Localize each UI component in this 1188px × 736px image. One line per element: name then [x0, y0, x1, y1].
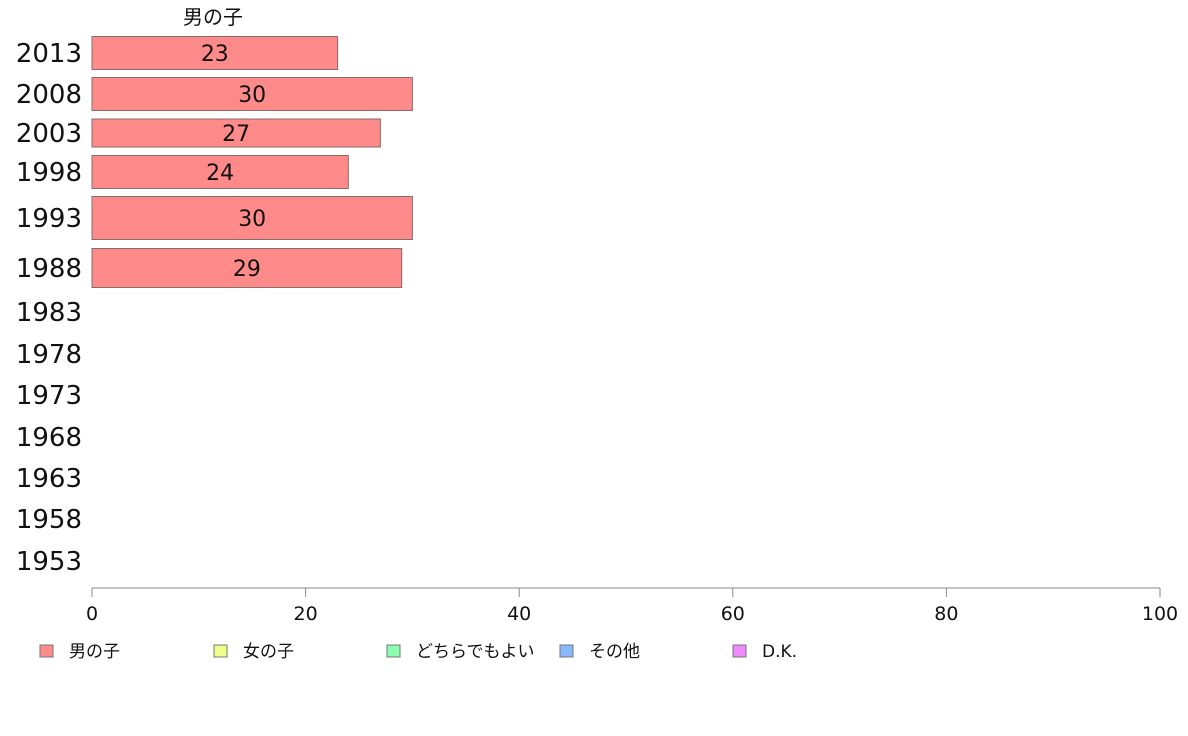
y-tick-label: 1988: [16, 254, 82, 284]
bar-value-label: 30: [238, 83, 266, 108]
series-title: 男の子: [183, 5, 243, 29]
legend-swatch: [39, 644, 54, 658]
x-tick-label: 100: [1142, 603, 1178, 625]
y-tick-label: 1973: [16, 381, 82, 411]
legend-label: D.K.: [762, 642, 797, 662]
y-tick-label: 2013: [16, 39, 82, 69]
legend-swatch: [386, 644, 401, 658]
legend-label: 男の子: [69, 642, 120, 662]
y-tick-label: 2003: [16, 119, 82, 149]
bar: [91, 155, 349, 189]
y-tick-label: 1953: [16, 547, 82, 577]
bar: [91, 77, 413, 111]
y-tick-label: 1963: [16, 464, 82, 494]
y-tick-label: 1993: [16, 204, 82, 234]
bar-value-label: 27: [222, 122, 250, 147]
y-axis-labels: 2013 2008 2003 1998 1993 1988 1983 1978 1973 1968…: [16, 39, 82, 577]
bar: [91, 196, 413, 240]
legend: 男の子 女の子 どちらでもよい その他 D.K.: [39, 642, 797, 662]
bar-value-label: 29: [233, 257, 261, 282]
legend-label: その他: [589, 642, 640, 662]
x-tick-label: 0: [86, 603, 98, 625]
x-axis: 0 20 40 60 80 100: [86, 587, 1178, 625]
x-tick-label: 20: [294, 603, 318, 625]
y-tick-label: 1983: [16, 298, 82, 328]
legend-label: どちらでもよい: [416, 642, 535, 662]
legend-swatch: [213, 644, 228, 658]
legend-label: 女の子: [243, 642, 294, 662]
y-tick-label: 1968: [16, 423, 82, 453]
y-tick-label: 1998: [16, 158, 82, 188]
bar: [91, 36, 339, 70]
bar: [91, 248, 403, 288]
bar-value-label: 30: [238, 207, 266, 232]
x-tick-label: 80: [934, 603, 958, 625]
bar: [91, 118, 381, 148]
x-tick-label: 60: [721, 603, 745, 625]
y-tick-label: 1978: [16, 340, 82, 370]
legend-swatch: [559, 644, 574, 658]
bar-value-label: 24: [206, 161, 234, 186]
x-tick-label: 40: [507, 603, 531, 625]
bar-value-label: 23: [201, 42, 229, 67]
legend-swatch: [732, 644, 747, 658]
y-tick-label: 1958: [16, 505, 82, 535]
y-tick-label: 2008: [16, 80, 82, 110]
